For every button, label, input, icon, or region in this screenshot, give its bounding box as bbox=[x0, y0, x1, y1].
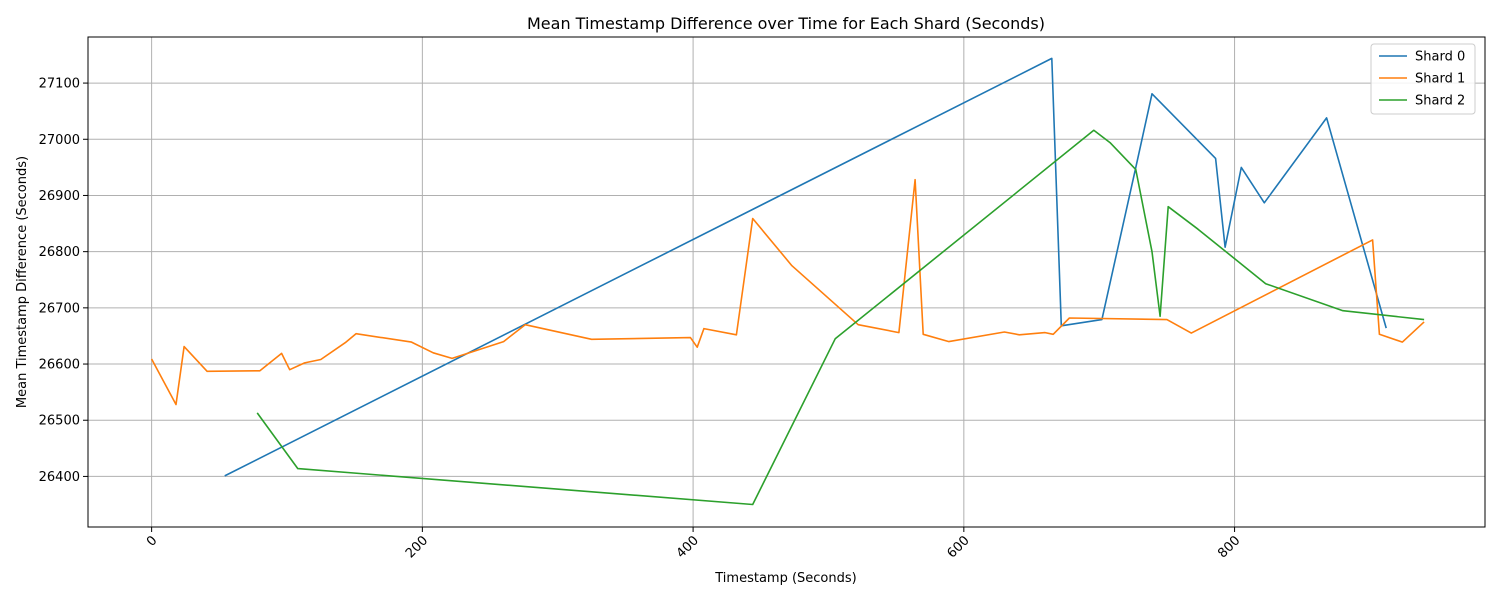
y-tick-label: 27100 bbox=[39, 77, 80, 92]
chart-title: Mean Timestamp Difference over Time for … bbox=[527, 14, 1045, 33]
y-tick-label: 26700 bbox=[39, 301, 80, 316]
y-tick-label: 26800 bbox=[39, 245, 80, 260]
x-tick-label: 0 bbox=[144, 533, 160, 549]
x-axis-label: Timestamp (Seconds) bbox=[714, 571, 856, 586]
y-tick-label: 26500 bbox=[39, 414, 80, 429]
legend-label: Shard 0 bbox=[1415, 50, 1465, 65]
grid-lines bbox=[88, 37, 1485, 527]
y-tick-label: 26400 bbox=[39, 470, 80, 485]
y-tick-label: 26600 bbox=[39, 358, 80, 373]
series-line-shard-1 bbox=[150, 178, 1425, 406]
legend-label: Shard 1 bbox=[1415, 72, 1465, 87]
y-tick-label: 27000 bbox=[39, 133, 80, 148]
x-tick-label: 600 bbox=[944, 533, 972, 561]
plot-frame bbox=[87, 36, 1486, 528]
y-axis-ticks: 26400 26500 26600 26700 26800 26900 27000 27100 bbox=[39, 77, 88, 485]
x-tick-label: 400 bbox=[674, 533, 702, 561]
series-lines bbox=[150, 57, 1425, 506]
y-tick-label: 26900 bbox=[39, 189, 80, 204]
plot-area: 0 200 400 600 800 26400265002660026700268002… bbox=[39, 36, 1486, 561]
x-tick-label: 200 bbox=[403, 533, 431, 561]
y-axis-label: Mean Timestamp Difference (Seconds) bbox=[15, 156, 30, 408]
legend: Shard 0 Shard 1 Shard 2 bbox=[1370, 43, 1476, 115]
x-tick-label: 800 bbox=[1215, 533, 1243, 561]
x-axis-ticks: 0 200 400 600 800 bbox=[144, 527, 1243, 561]
legend-label: Shard 2 bbox=[1415, 94, 1465, 109]
series-line-shard-0 bbox=[224, 57, 1387, 477]
series-line-shard-2 bbox=[256, 129, 1425, 506]
legend-box bbox=[1370, 43, 1476, 115]
